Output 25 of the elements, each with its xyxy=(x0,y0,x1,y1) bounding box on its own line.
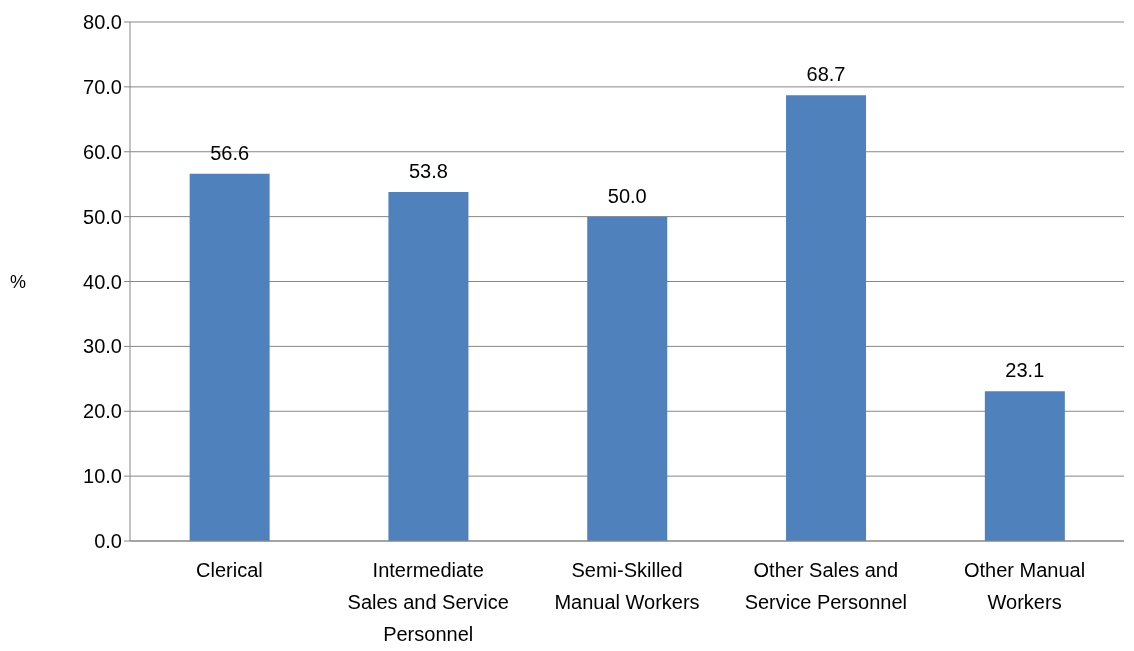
y-tick-label: 60.0 xyxy=(83,140,122,163)
y-tick-label: 70.0 xyxy=(83,75,122,98)
bar xyxy=(984,391,1065,541)
bar xyxy=(189,173,270,541)
y-axis-title: % xyxy=(10,271,27,292)
x-tick-label: Semi-Skilled Manual Workers xyxy=(554,559,700,613)
x-tick-label: Other Manual Workers xyxy=(964,559,1086,613)
data-label: 68.7 xyxy=(806,63,846,86)
x-tick-label: Intermediate Sales and Service Personnel xyxy=(347,559,509,645)
bar xyxy=(388,191,469,541)
y-tick-label: 0.0 xyxy=(94,530,122,553)
y-tick-label: 40.0 xyxy=(83,270,122,293)
bar xyxy=(786,95,867,541)
bar xyxy=(587,216,668,541)
y-tick-label: 50.0 xyxy=(83,205,122,228)
y-tick-label: 10.0 xyxy=(83,465,122,488)
y-tick-label: 20.0 xyxy=(83,400,122,423)
x-tick-label: Other Sales and Service Personnel xyxy=(744,559,907,613)
data-label: 23.1 xyxy=(1005,359,1045,382)
data-label: 50.0 xyxy=(607,184,647,207)
y-tick-label: 80.0 xyxy=(83,11,122,34)
data-label: 56.6 xyxy=(210,141,250,164)
x-tick-label: Clerical xyxy=(196,559,263,581)
y-tick-label: 30.0 xyxy=(83,335,122,358)
data-label: 53.8 xyxy=(408,159,448,182)
